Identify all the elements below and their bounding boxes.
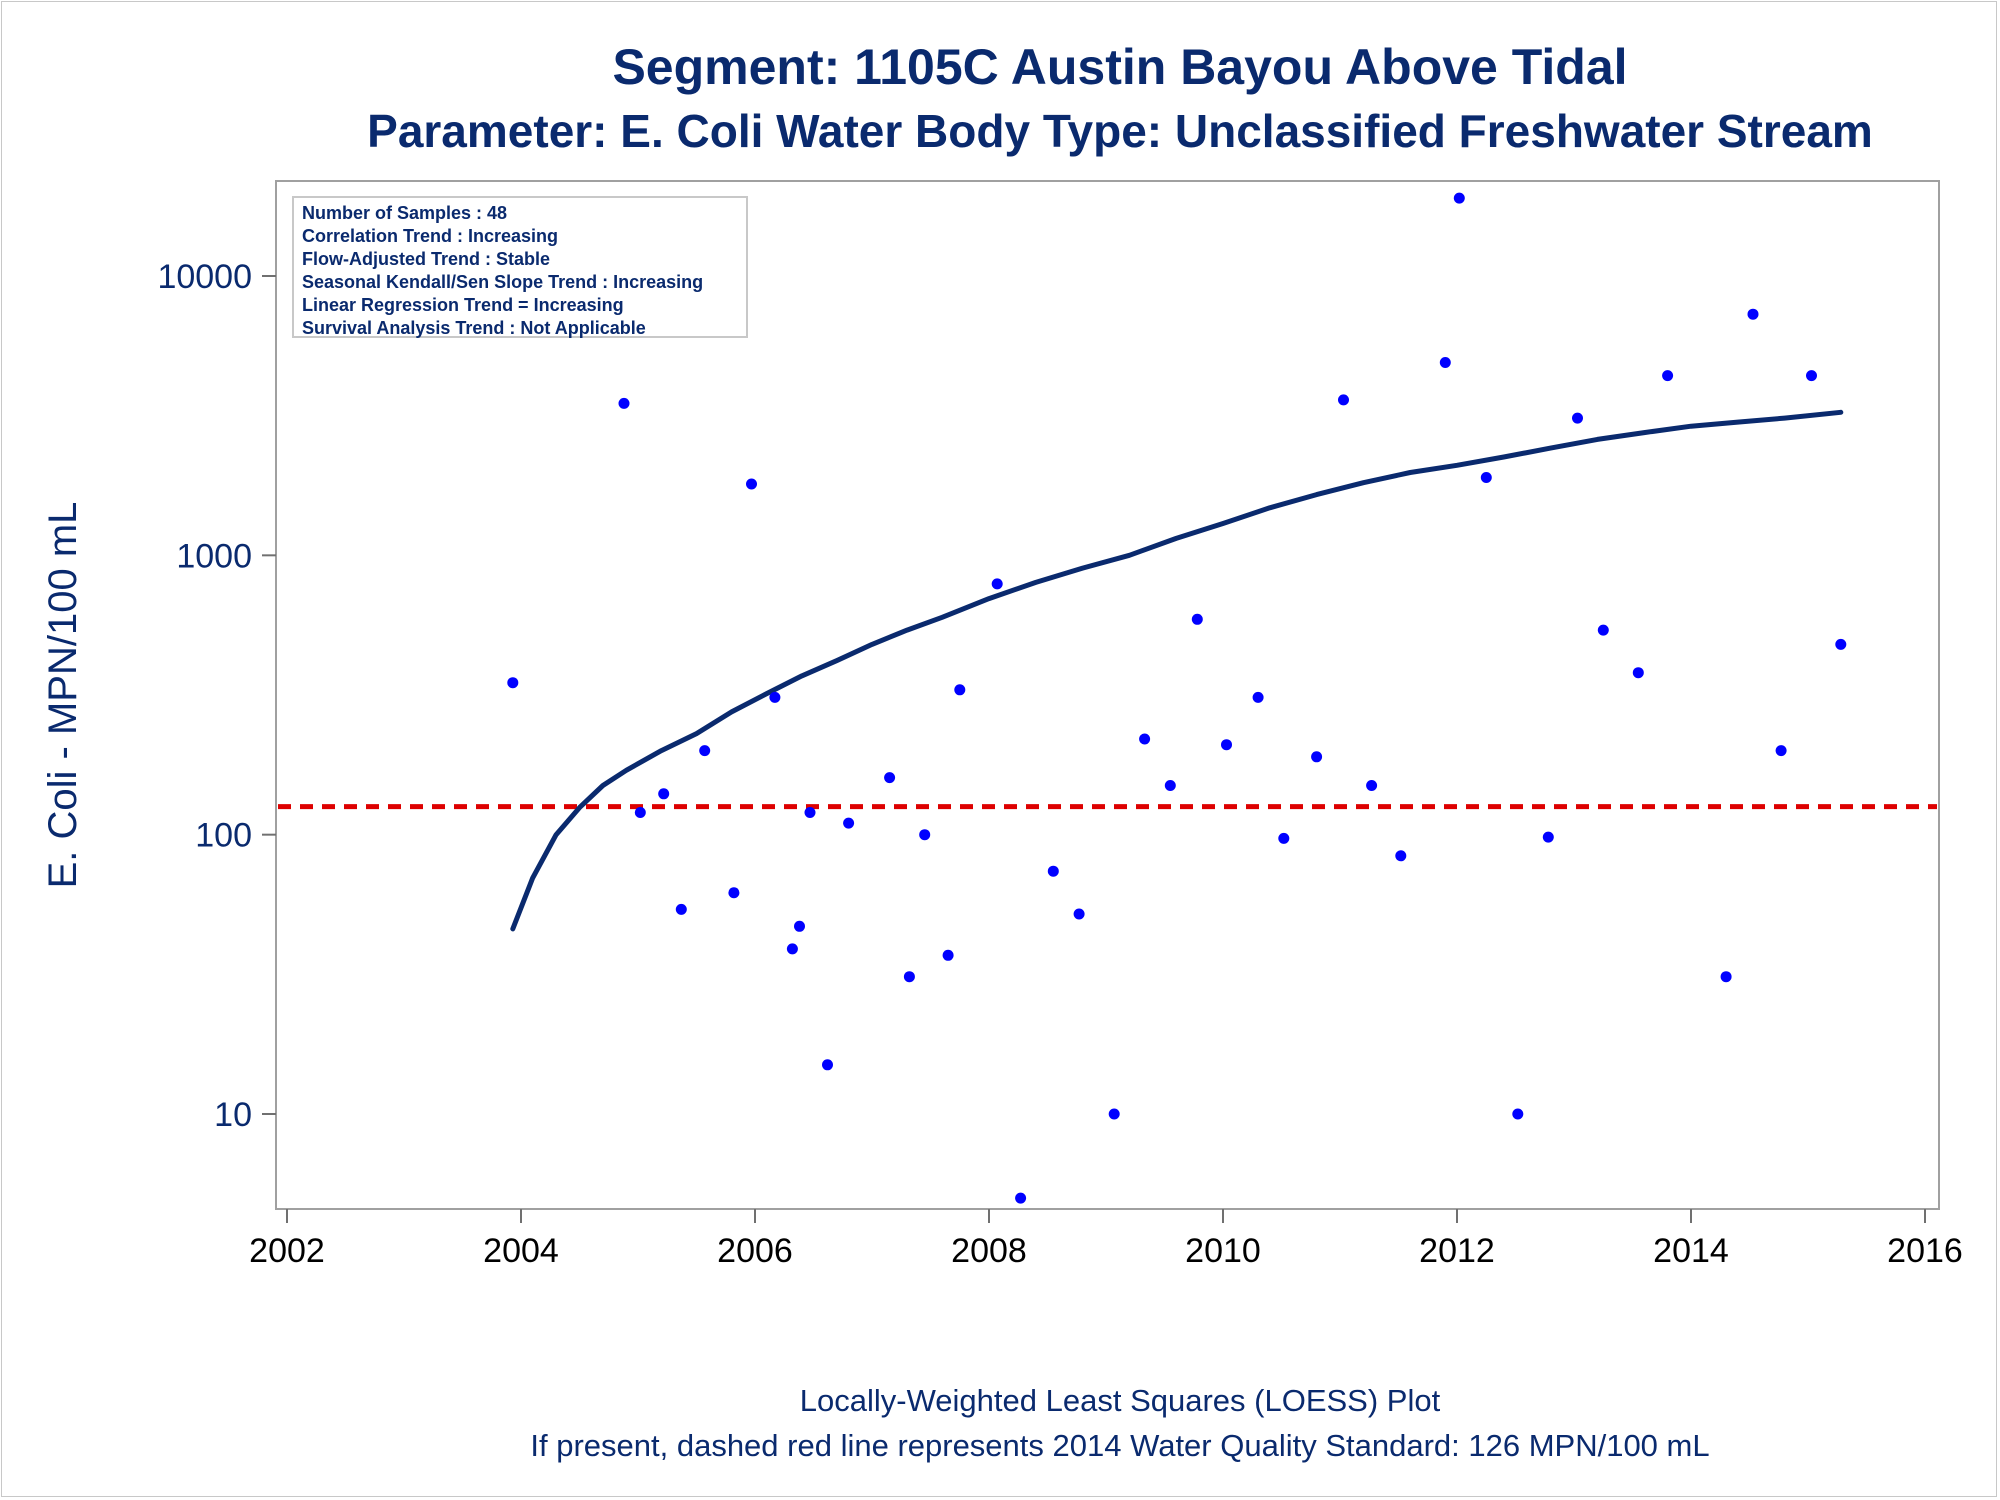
data-point (675, 903, 687, 915)
data-point (903, 971, 915, 983)
data-point (1572, 412, 1583, 424)
footnote-loess: Locally-Weighted Least Squares (LOESS) P… (799, 1383, 1441, 1418)
chart-title: Segment: 1105C Austin Bayou Above Tidal (612, 39, 1628, 95)
data-point (884, 772, 896, 784)
data-point (746, 478, 757, 490)
x-tick-label: 2010 (1185, 1232, 1261, 1270)
data-point (769, 691, 781, 703)
data-point (728, 887, 740, 899)
data-point (919, 829, 931, 841)
data-point (942, 949, 954, 961)
data-point (1439, 357, 1451, 368)
stats-samples: Number of Samples : 48 (302, 203, 508, 223)
footnote-standard: If present, dashed red line represents 2… (530, 1428, 1710, 1463)
data-point (1662, 370, 1674, 382)
loess-curve (510, 409, 1844, 932)
data-point (1139, 733, 1151, 745)
x-tick-label: 2004 (483, 1232, 559, 1270)
chart-subtitle: Parameter: E. Coli Water Body Type: Uncl… (367, 105, 1873, 157)
data-point (1047, 865, 1059, 877)
data-point (843, 817, 855, 829)
points-layer (507, 192, 1847, 1204)
data-point (1775, 745, 1787, 757)
data-point (1108, 1108, 1120, 1120)
x-tick-label: 2016 (1887, 1232, 1963, 1270)
stats-box: Number of Samples : 48 Correlation Trend… (292, 196, 748, 338)
stats-survival: Survival Analysis Trend : Not Applicable (302, 318, 646, 338)
data-point (1191, 613, 1203, 625)
data-point (1073, 908, 1085, 920)
data-point (1366, 780, 1378, 791)
data-point (1480, 472, 1492, 483)
y-tick-label: 100 (195, 817, 252, 855)
stats-seasonal-kendall: Seasonal Kendall/Sen Slope Trend : Incre… (302, 272, 704, 292)
data-point (822, 1059, 833, 1071)
data-point (1338, 394, 1349, 406)
data-point (1632, 667, 1644, 679)
data-point (1278, 832, 1290, 844)
stats-correlation: Correlation Trend : Increasing (302, 226, 559, 246)
stats-flow-adjusted: Flow-Adjusted Trend : Stable (302, 249, 551, 269)
data-point (1835, 638, 1847, 650)
data-point (618, 397, 630, 409)
data-point (1512, 1108, 1524, 1120)
data-point (804, 807, 816, 818)
x-tick-label: 2006 (717, 1232, 793, 1270)
data-point (1252, 691, 1264, 703)
data-point (1806, 370, 1817, 382)
data-point (1597, 624, 1609, 636)
data-point (507, 677, 519, 689)
data-point (991, 578, 1003, 590)
y-axis: 10 100 1000 10000 (157, 258, 276, 1134)
data-point (1015, 1192, 1027, 1204)
x-axis: 2002 2004 2006 2008 2010 2012 2014 2016 (249, 1209, 1963, 1270)
data-point (954, 684, 966, 696)
data-point (658, 788, 670, 800)
y-axis-label: E. Coli - MPN/100 mL (41, 502, 85, 889)
y-tick-label: 10 (214, 1096, 252, 1134)
data-point (786, 943, 798, 955)
data-point (1221, 739, 1232, 751)
data-point (1720, 971, 1732, 983)
x-tick-label: 2008 (951, 1232, 1027, 1270)
data-point (794, 920, 805, 932)
x-tick-label: 2012 (1419, 1232, 1495, 1270)
plot-area (275, 180, 1940, 1210)
data-point (1747, 308, 1759, 320)
y-tick-label: 1000 (176, 537, 252, 575)
y-tick-label: 10000 (157, 258, 252, 296)
data-point (699, 745, 711, 757)
data-point (1542, 831, 1554, 843)
data-point (1395, 850, 1407, 862)
data-point (634, 807, 646, 818)
stats-linear-regression: Linear Regression Trend = Increasing (302, 295, 624, 315)
x-tick-label: 2014 (1653, 1232, 1729, 1270)
x-tick-label: 2002 (249, 1232, 325, 1270)
data-point (1164, 780, 1176, 791)
data-point (1453, 192, 1465, 204)
data-point (1311, 751, 1323, 763)
loess-layer (510, 409, 1844, 932)
